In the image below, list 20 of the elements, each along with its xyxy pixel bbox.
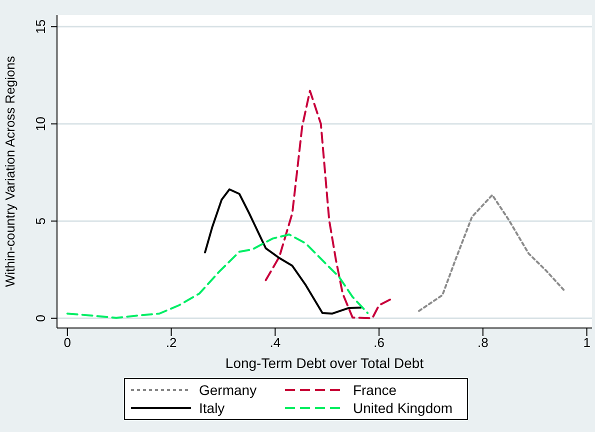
y-tick-label: 5 [33, 217, 48, 225]
y-tick-label: 10 [33, 116, 48, 132]
legend-label: Italy [199, 400, 225, 416]
x-tick-label: .4 [270, 335, 281, 350]
x-tick-label: 0 [64, 335, 72, 350]
x-tick-label: 1 [583, 335, 590, 350]
legend-label: France [352, 382, 397, 398]
y-axis-title: Within-country Variation Across Regions [2, 56, 18, 287]
x-axis-title: Long-Term Debt over Total Debt [225, 355, 424, 371]
line-series [204, 188, 362, 315]
y-tick-label: 15 [33, 19, 48, 34]
line-series [418, 194, 567, 312]
x-tick-label: .8 [478, 335, 488, 350]
legend-label: United Kingdom [352, 400, 453, 416]
line-series [264, 90, 393, 320]
x-tick-label: .2 [166, 335, 177, 350]
line-series [66, 233, 369, 319]
y-tick-label: 0 [33, 314, 48, 322]
legend-label: Germany [199, 382, 257, 398]
x-tick-label: .6 [374, 335, 384, 350]
